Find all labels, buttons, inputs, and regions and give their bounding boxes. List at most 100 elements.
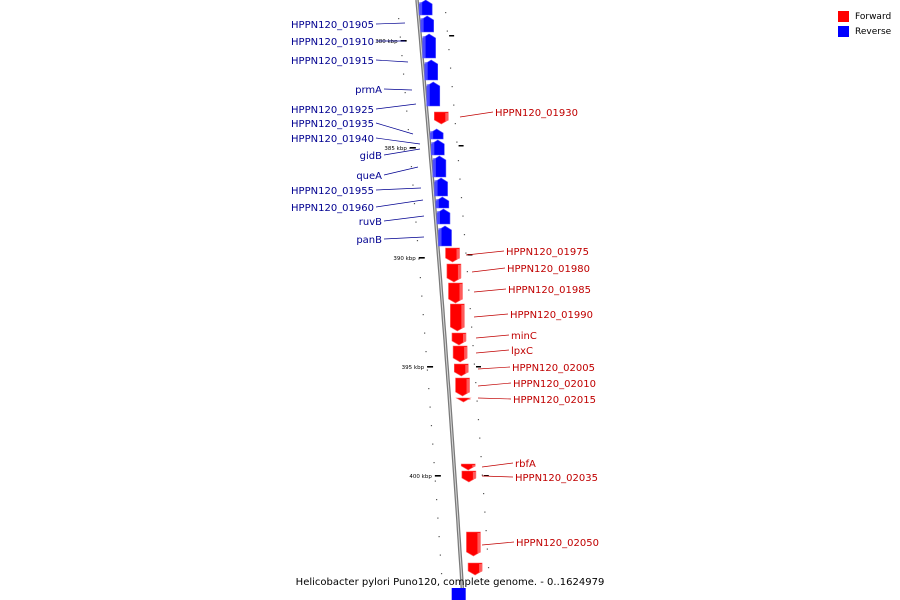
reverse-gene-leader: [383, 215, 425, 222]
scale-tick: [409, 147, 416, 149]
minor-tick: [402, 73, 405, 75]
minor-tick: [432, 443, 434, 445]
reverse-gene-label: ruvB: [359, 217, 382, 228]
forward-gene-shade: [472, 472, 476, 479]
forward-gene-label: HPPN120_01975: [506, 247, 589, 258]
forward-gene-leader: [473, 288, 507, 293]
reverse-gene-shade: [424, 62, 428, 80]
forward-gene-shade: [456, 249, 460, 259]
minor-tick: [457, 160, 460, 162]
minor-tick: [439, 554, 441, 556]
forward-gene-label: HPPN120_02005: [512, 363, 595, 374]
reverse-gene-leader: [383, 148, 421, 156]
reverse-gene-leader: [383, 88, 413, 91]
forward-gene-leader: [477, 382, 512, 387]
minor-tick: [421, 295, 423, 297]
forward-gene-block: [434, 111, 449, 125]
forward-gene-leader: [471, 267, 506, 273]
forward-gene-shade: [464, 347, 468, 359]
forward-gene-label: HPPN120_01985: [508, 285, 591, 296]
reverse-gene-leader: [375, 199, 424, 208]
reverse-gene-shade: [434, 180, 438, 196]
forward-gene-label: rbfA: [515, 459, 536, 470]
scale-tick: [434, 475, 441, 477]
scale-tick: [418, 257, 425, 259]
minor-tick: [437, 517, 439, 519]
minor-tick: [476, 400, 478, 402]
forward-gene-shade: [459, 284, 463, 300]
minor-tick: [438, 536, 440, 538]
reverse-gene-label: HPPN120_01905: [291, 20, 374, 31]
minor-tick: [416, 240, 419, 242]
minor-tick: [433, 462, 435, 464]
minor-tick: [434, 480, 436, 482]
minor-tick: [426, 369, 429, 371]
forward-gene-block: [448, 282, 463, 304]
minor-tick: [466, 271, 468, 273]
forward-swatch: [838, 11, 849, 22]
minor-tick: [445, 12, 447, 14]
minor-tick: [401, 55, 403, 57]
minor-tick: [410, 166, 413, 168]
reverse-gene-leader: [375, 22, 406, 25]
legend-reverse: Reverse: [838, 24, 891, 39]
minor-tick: [484, 511, 486, 513]
minor-tick: [451, 86, 453, 88]
reverse-gene-shade: [422, 36, 426, 58]
forward-gene-block: [467, 562, 483, 576]
minor-tick: [462, 215, 464, 217]
reverse-gene-leader: [383, 236, 425, 240]
reverse-gene-block: [422, 33, 436, 59]
reverse-gene-label: HPPN120_01935: [291, 119, 374, 130]
minor-tick: [469, 308, 471, 310]
legend-forward-label: Forward: [855, 11, 892, 22]
forward-gene-shade: [457, 265, 461, 279]
minor-tick: [463, 234, 466, 236]
minor-tick: [404, 92, 406, 94]
forward-gene-leader: [481, 475, 514, 478]
genome-backbone-highlight: [416, 0, 464, 600]
major-tick: [458, 145, 464, 147]
legend: Forward Reverse: [838, 9, 891, 39]
minor-tick: [473, 363, 476, 365]
minor-tick: [448, 49, 450, 51]
minor-tick: [465, 252, 467, 254]
minor-tick: [454, 123, 456, 125]
minor-tick: [479, 437, 481, 439]
forward-gene-leader: [477, 366, 511, 370]
major-tick: [449, 35, 455, 37]
reverse-gene-shade: [431, 142, 435, 155]
forward-gene-shade: [477, 533, 481, 553]
reverse-gene-label: gidB: [360, 151, 382, 162]
minor-tick: [480, 456, 482, 458]
forward-gene-block: [450, 303, 465, 332]
reverse-gene-shade: [436, 211, 440, 224]
minor-tick: [422, 314, 424, 316]
forward-gene-shade: [445, 113, 449, 121]
minor-tick: [475, 382, 477, 384]
reverse-gene-shade: [432, 158, 436, 177]
forward-gene-leader: [459, 111, 494, 118]
reverse-gene-shade: [419, 2, 423, 15]
minor-tick: [424, 332, 426, 334]
forward-gene-block: [446, 263, 462, 283]
reverse-gene-leader: [375, 137, 421, 145]
reverse-gene-leader: [375, 59, 409, 63]
minor-tick: [446, 30, 448, 32]
major-tick: [475, 366, 481, 368]
reverse-gene-shade: [438, 228, 442, 246]
minor-tick: [487, 567, 490, 569]
legend-forward: Forward: [838, 9, 891, 24]
forward-gene-shade: [479, 564, 483, 572]
minor-tick: [453, 104, 455, 106]
forward-gene-leader: [477, 397, 512, 400]
scale-label: 395 kbp: [402, 365, 425, 371]
minor-tick: [428, 388, 430, 390]
forward-gene-label: HPPN120_01980: [507, 264, 590, 275]
minor-tick: [425, 351, 427, 353]
forward-gene-label: HPPN120_01930: [495, 108, 578, 119]
forward-gene-label: minC: [511, 331, 537, 342]
minor-tick: [429, 406, 431, 408]
minor-tick: [472, 345, 474, 347]
